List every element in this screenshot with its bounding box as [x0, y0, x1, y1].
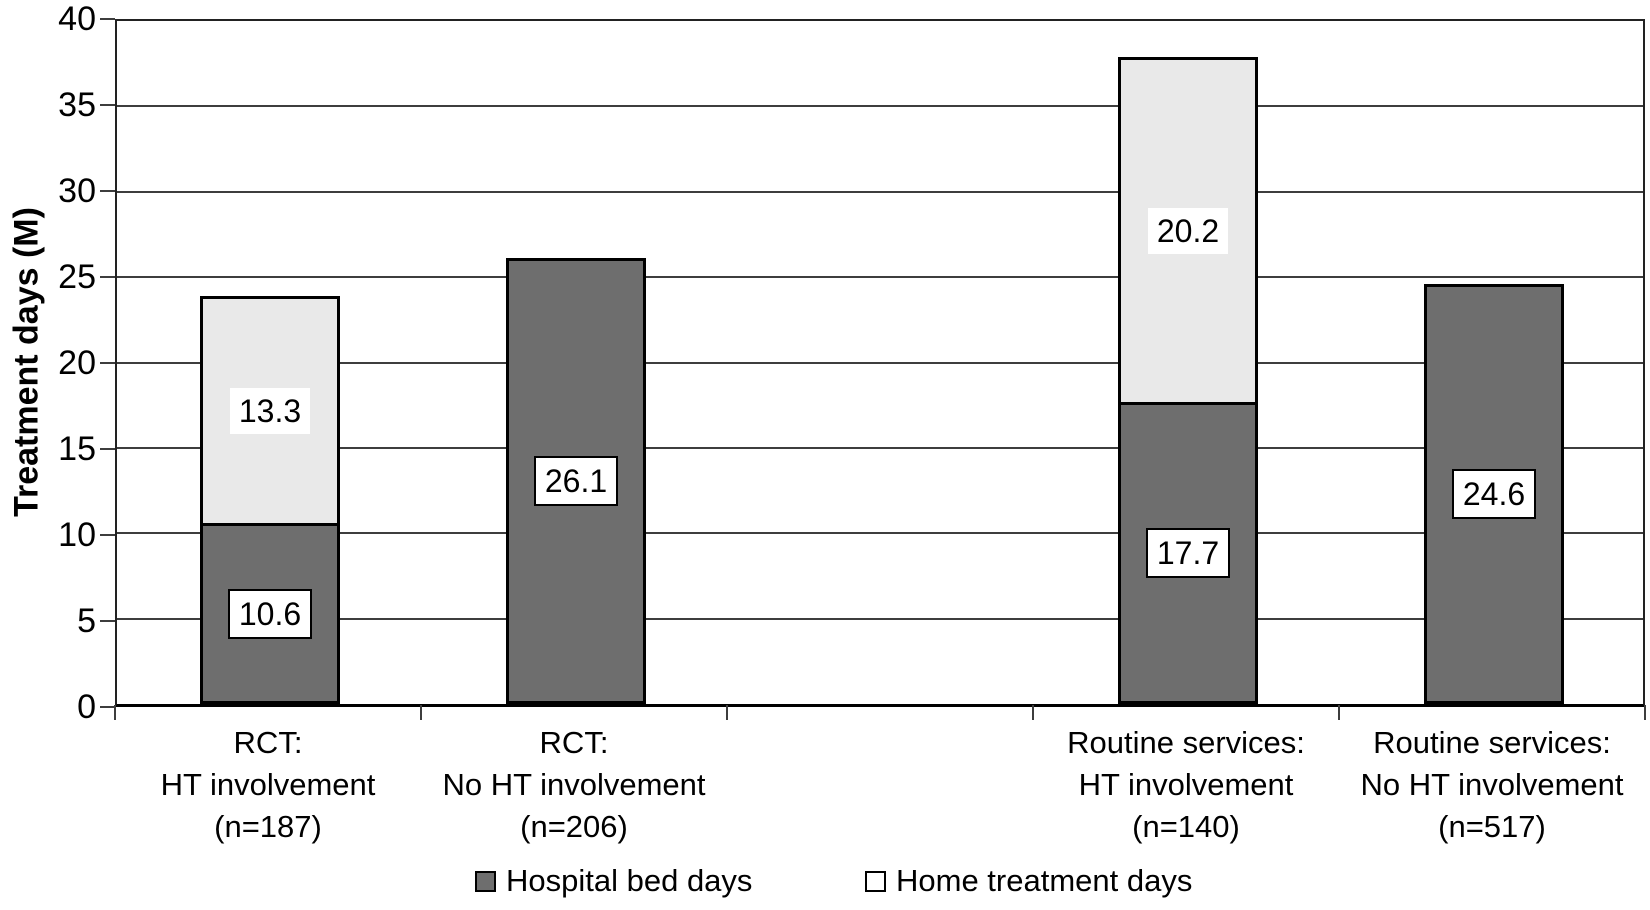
data-label-24.6: 24.6	[1451, 468, 1537, 519]
bar-1-segment-2: 13.3	[200, 295, 340, 527]
x-axis-tick-3	[1032, 705, 1034, 720]
x-category-label-1-line-1: RCT:	[233, 725, 303, 760]
data-label-17.7: 17.7	[1145, 527, 1231, 578]
legend-item-home-treatment-days: Home treatment days	[865, 863, 1192, 899]
x-axis-tick-0	[114, 705, 116, 720]
x-category-label-4-line-2: No HT involvement	[1360, 767, 1624, 802]
y-axis-tick-15	[100, 448, 115, 450]
bar-3-segment-2: 20.2	[1118, 56, 1258, 405]
x-category-label-3-line-2: HT involvement	[1078, 767, 1294, 802]
x-category-label-1-line-3: (n=187)	[214, 809, 322, 844]
y-tick-label-40: 40	[58, 0, 96, 38]
hospital-bed-days-swatch-icon	[475, 870, 496, 892]
y-tick-label-15: 15	[58, 430, 96, 468]
gridline-y-15	[117, 446, 1643, 449]
bar-1-segment-1: 10.6	[200, 523, 340, 704]
y-axis-tick-5	[100, 620, 115, 622]
home-treatment-days-swatch-icon	[865, 870, 886, 892]
legend: Hospital bed days Home treatment days	[0, 863, 1650, 903]
gridline-y-20	[117, 361, 1643, 364]
gridline-y-30	[117, 190, 1643, 193]
x-category-label-2-line-1: RCT:	[539, 725, 609, 760]
bar-4-segment-1: 24.6	[1424, 283, 1564, 704]
x-category-label-2-line-2: No HT involvement	[442, 767, 706, 802]
x-category-label-3-line-3: (n=140)	[1132, 809, 1240, 844]
y-axis-tick-25	[100, 276, 115, 278]
gridline-y-5	[117, 617, 1643, 620]
y-tick-label-10: 10	[58, 516, 96, 554]
x-category-label-1-line-2: HT involvement	[160, 767, 376, 802]
y-tick-label-0: 0	[77, 688, 96, 726]
plot-area: 10.6 13.3 26.1 17.7 20.2 24.6	[115, 19, 1645, 707]
gridline-y-25	[117, 276, 1643, 279]
x-category-label-2: RCT: No HT involvement (n=206)	[404, 722, 744, 848]
legend-label-hospital-bed-days: Hospital bed days	[506, 863, 753, 898]
y-axis-tick-30	[100, 190, 115, 192]
x-axis-tick-4	[1338, 705, 1340, 720]
data-label-10.6: 10.6	[227, 588, 313, 639]
x-axis-tick-5	[1644, 705, 1646, 720]
data-label-20.2: 20.2	[1147, 207, 1229, 254]
x-category-label-1: RCT: HT involvement (n=187)	[98, 722, 438, 848]
y-tick-label-5: 5	[77, 602, 96, 640]
x-category-label-4: Routine services: No HT involvement (n=517…	[1322, 722, 1650, 848]
y-axis-tick-35	[100, 104, 115, 106]
gridline-y-10	[117, 532, 1643, 535]
x-category-label-4-line-1: Routine services:	[1373, 725, 1611, 760]
data-label-26.1: 26.1	[533, 456, 619, 507]
bar-3-segment-1: 17.7	[1118, 401, 1258, 704]
y-tick-label-30: 30	[58, 172, 96, 210]
y-axis-tick-0	[100, 706, 115, 708]
legend-label-home-treatment-days: Home treatment days	[896, 863, 1193, 898]
gridline-y-35	[117, 105, 1643, 108]
y-axis-tick-10	[100, 534, 115, 536]
y-axis-tick-20	[100, 362, 115, 364]
y-tick-label-20: 20	[58, 344, 96, 382]
bar-2-segment-1: 26.1	[506, 258, 646, 704]
y-tick-label-25: 25	[58, 258, 96, 296]
x-axis-tick-1	[420, 705, 422, 720]
x-category-label-3: Routine services: HT involvement (n=140)	[1016, 722, 1356, 848]
y-axis-tick-40	[100, 18, 115, 20]
legend-item-hospital-bed-days: Hospital bed days	[475, 863, 752, 899]
x-category-label-3-line-1: Routine services:	[1067, 725, 1305, 760]
y-tick-label-35: 35	[58, 86, 96, 124]
x-axis-tick-2	[726, 705, 728, 720]
data-label-13.3: 13.3	[229, 387, 311, 434]
y-axis-tick-labels: 0 5 10 15 20 25 30 35 40	[0, 2, 96, 724]
x-category-label-2-line-3: (n=206)	[520, 809, 628, 844]
x-category-label-4-line-3: (n=517)	[1438, 809, 1546, 844]
